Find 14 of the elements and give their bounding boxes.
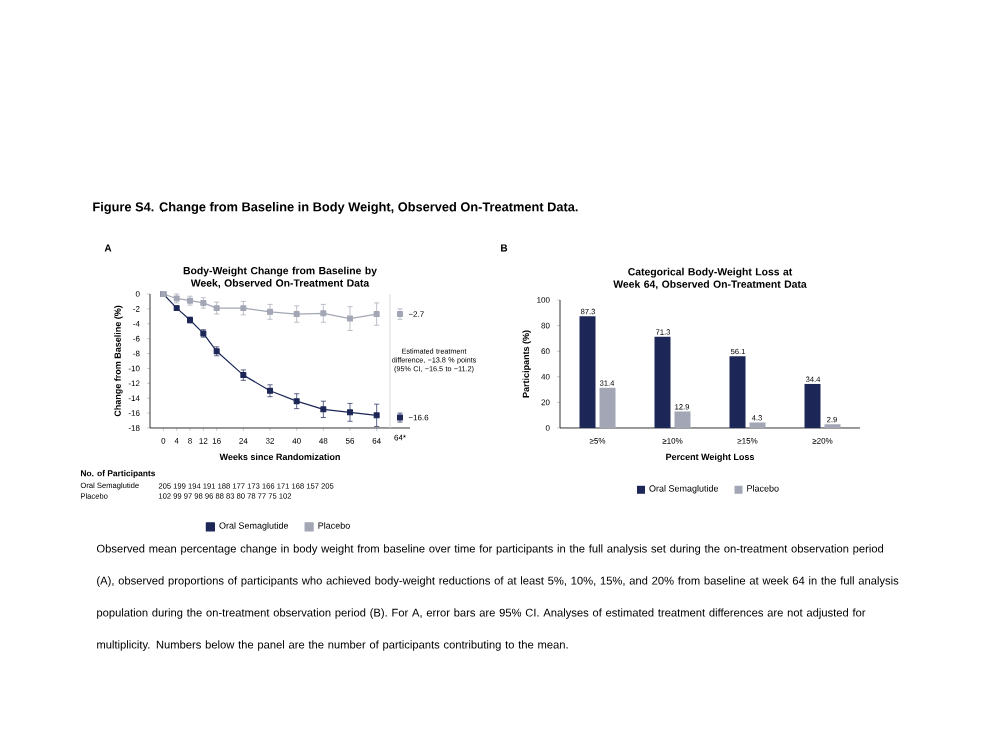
bar xyxy=(804,383,821,428)
point xyxy=(293,311,300,318)
point xyxy=(320,310,327,317)
bar xyxy=(729,356,746,428)
bar xyxy=(599,387,616,428)
point xyxy=(373,311,380,318)
point xyxy=(347,315,353,322)
bar xyxy=(579,316,596,428)
point xyxy=(347,409,353,416)
bar xyxy=(674,411,691,428)
point xyxy=(373,412,380,419)
bar xyxy=(749,422,766,428)
bar xyxy=(654,336,671,428)
point xyxy=(320,406,327,413)
